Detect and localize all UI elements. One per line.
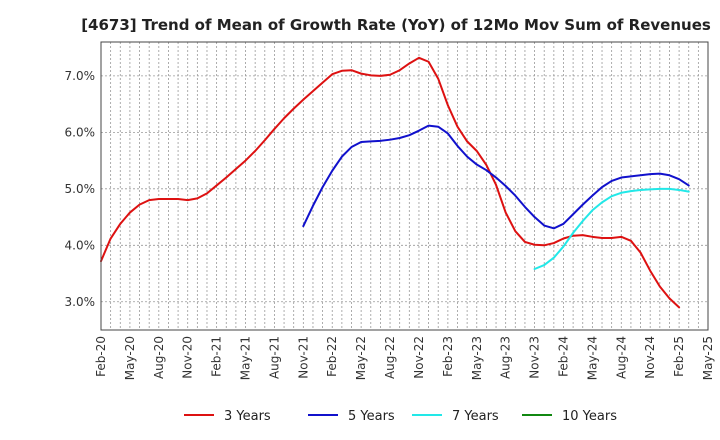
y-tick-label: 5.0% xyxy=(65,182,96,196)
y-tick-label: 6.0% xyxy=(65,125,96,139)
x-tick-label: May-20 xyxy=(123,336,137,380)
x-tick-label: Aug-23 xyxy=(499,336,513,379)
y-tick-label: 7.0% xyxy=(65,69,96,83)
series-line-5-years xyxy=(302,124,690,230)
x-tick-label: May-22 xyxy=(354,336,368,380)
chart-title: [4673] Trend of Mean of Growth Rate (YoY… xyxy=(81,16,711,34)
x-tick-label: Feb-25 xyxy=(672,336,686,377)
x-tick-label: May-24 xyxy=(585,336,599,380)
legend: 3 Years 5 Years 7 Years 10 Years xyxy=(184,409,617,424)
legend-label-3-years: 3 Years xyxy=(224,409,271,424)
x-tick-label: May-21 xyxy=(239,336,253,380)
x-tick-label: Feb-20 xyxy=(94,336,108,377)
y-tick-label: 3.0% xyxy=(65,295,96,309)
x-tick-label: Aug-20 xyxy=(152,336,166,379)
x-tick-label: Aug-24 xyxy=(614,336,628,379)
x-tick-label: Nov-21 xyxy=(296,336,310,379)
x-tick-label: Feb-22 xyxy=(325,336,339,377)
x-tick-label: Nov-22 xyxy=(412,336,426,379)
x-tick-label: Nov-20 xyxy=(181,336,195,379)
y-tick-label: 4.0% xyxy=(65,238,96,252)
plot-area xyxy=(101,42,708,330)
x-axis: Feb-20 May-20 Aug-20 Nov-20 Feb-21 May-21 Aug-… xyxy=(94,336,715,380)
plot-frame xyxy=(100,41,709,331)
series-line-3-years xyxy=(100,56,681,309)
x-tick-label: Aug-22 xyxy=(383,336,397,379)
x-tick-label: Feb-21 xyxy=(210,336,224,377)
x-tick-label: May-23 xyxy=(470,336,484,380)
x-tick-label: Nov-23 xyxy=(528,336,542,379)
legend-label-5-years: 5 Years xyxy=(348,409,395,424)
x-tick-label: May-25 xyxy=(701,336,715,380)
series-line-7-years xyxy=(533,187,690,271)
x-tick-label: Nov-24 xyxy=(643,336,657,379)
x-tick-label: Aug-21 xyxy=(267,336,281,379)
y-axis: 3.0% 4.0% 5.0% 6.0% 7.0% xyxy=(65,69,96,309)
legend-label-7-years: 7 Years xyxy=(452,409,499,424)
x-tick-label: Feb-24 xyxy=(556,336,570,377)
legend-label-10-years: 10 Years xyxy=(562,409,617,424)
series-lines xyxy=(100,56,690,309)
x-tick-label: Feb-23 xyxy=(441,336,455,377)
